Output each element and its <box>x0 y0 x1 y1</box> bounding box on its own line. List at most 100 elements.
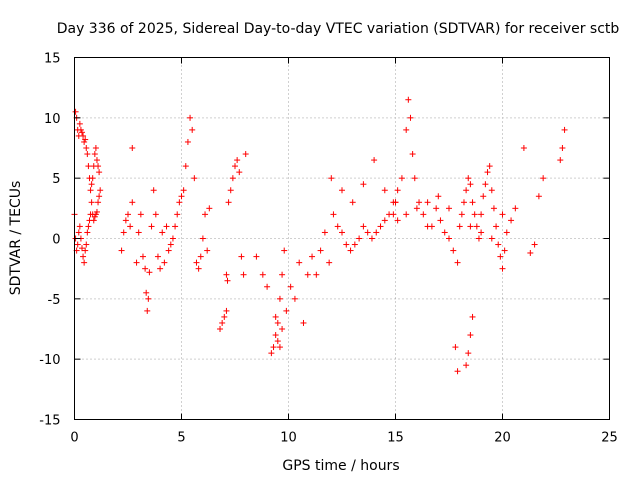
data-point <box>180 187 187 194</box>
data-point <box>197 253 204 260</box>
data-point <box>223 271 230 278</box>
data-point <box>454 259 461 266</box>
data-point <box>240 271 247 278</box>
data-point <box>469 199 476 206</box>
data-point <box>191 175 198 182</box>
data-point <box>253 253 260 260</box>
data-point <box>152 211 159 218</box>
data-point <box>142 265 149 272</box>
data-point <box>407 114 414 121</box>
data-point <box>83 145 90 151</box>
data-point <box>76 120 83 127</box>
data-point <box>157 265 164 272</box>
data-point <box>441 229 448 236</box>
x-tick-label: 15 <box>387 431 404 446</box>
data-points <box>71 96 568 375</box>
y-tick-label: -5 <box>48 293 61 308</box>
data-point <box>84 151 91 158</box>
data-point <box>390 211 397 218</box>
data-point <box>435 193 442 200</box>
data-point <box>300 319 307 326</box>
data-point <box>394 187 401 194</box>
data-point <box>488 235 495 242</box>
data-point <box>424 199 431 206</box>
data-point <box>139 253 146 260</box>
data-point <box>482 181 489 188</box>
data-point <box>463 187 470 194</box>
data-point <box>88 199 95 206</box>
data-point <box>428 223 435 230</box>
data-point <box>381 187 388 194</box>
data-point <box>120 229 127 236</box>
data-point <box>88 181 95 188</box>
data-point <box>559 145 566 151</box>
data-point <box>452 344 459 351</box>
data-point <box>467 223 474 230</box>
data-point <box>279 271 286 278</box>
data-point <box>125 211 131 218</box>
data-point <box>373 229 380 236</box>
data-point <box>508 217 515 224</box>
data-point <box>287 283 294 290</box>
data-point <box>460 199 467 206</box>
data-point <box>174 211 181 218</box>
data-point <box>403 126 410 133</box>
data-point <box>272 313 279 320</box>
data-point <box>169 235 176 242</box>
data-point <box>478 229 485 236</box>
data-point <box>413 205 420 212</box>
data-point <box>146 269 153 276</box>
data-point <box>503 229 510 236</box>
data-point <box>127 223 134 230</box>
data-point <box>484 169 491 176</box>
data-point <box>150 187 157 194</box>
data-point <box>473 223 480 230</box>
data-point <box>433 205 440 212</box>
data-point <box>144 307 151 314</box>
data-point <box>225 199 232 206</box>
data-point <box>129 145 136 151</box>
data-point <box>557 157 564 164</box>
data-point <box>89 175 96 182</box>
data-point <box>270 344 277 351</box>
data-point <box>195 265 202 272</box>
data-point <box>454 368 461 375</box>
x-tick-label: 25 <box>601 431 618 446</box>
data-point <box>154 253 161 260</box>
data-point <box>78 245 85 252</box>
data-point <box>85 223 92 230</box>
data-point <box>85 163 92 170</box>
data-point <box>499 265 506 272</box>
data-point <box>268 350 275 357</box>
data-point <box>351 241 358 248</box>
data-point <box>377 223 384 230</box>
data-point <box>227 187 234 194</box>
data-point <box>129 199 136 206</box>
data-point <box>97 187 104 194</box>
data-point <box>281 247 288 254</box>
x-tick-label: 20 <box>494 431 511 446</box>
data-point <box>135 229 142 236</box>
data-point <box>167 241 174 248</box>
data-point <box>86 217 93 224</box>
data-point <box>78 129 85 136</box>
data-point <box>82 247 89 254</box>
data-point <box>182 163 189 170</box>
x-tick-label: 0 <box>70 431 78 446</box>
data-point <box>343 241 350 248</box>
data-point <box>326 259 333 266</box>
data-point <box>193 259 200 266</box>
data-point <box>416 199 423 206</box>
data-point <box>76 223 83 230</box>
data-point <box>349 199 356 206</box>
data-point <box>328 175 335 182</box>
data-point <box>133 259 140 266</box>
data-point <box>527 249 534 256</box>
data-point <box>531 241 538 248</box>
y-tick-label: 15 <box>44 52 61 67</box>
data-point <box>330 211 337 218</box>
y-tick-label: -15 <box>39 414 60 429</box>
data-point <box>83 241 90 248</box>
data-point <box>87 211 94 218</box>
